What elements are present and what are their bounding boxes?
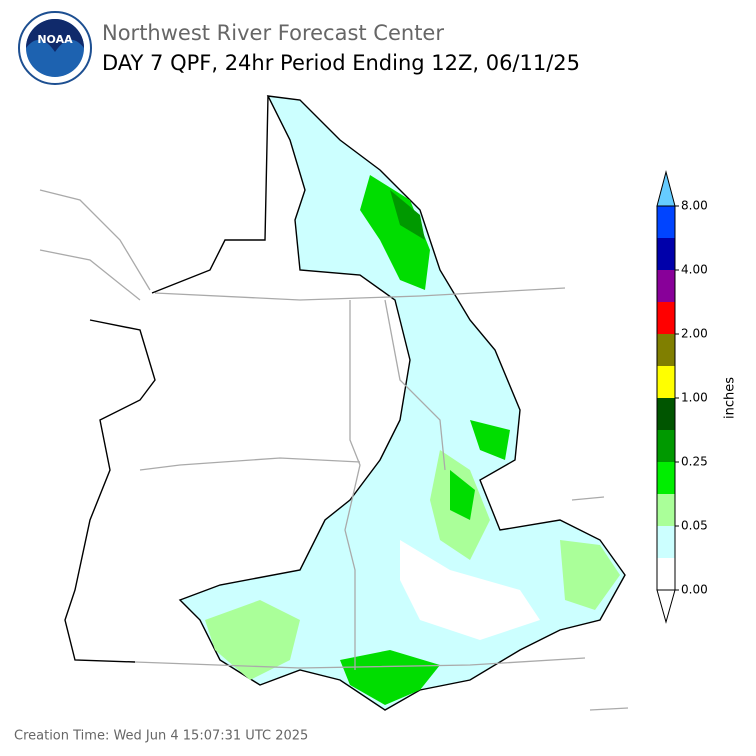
- colorbar-segment: [657, 526, 675, 558]
- colorbar-segment: [657, 494, 675, 526]
- colorbar-segment: [657, 398, 675, 430]
- subtitle: DAY 7 QPF, 24hr Period Ending 12Z, 06/11…: [102, 51, 580, 75]
- colorbar-segment: [657, 558, 675, 590]
- colorbar-extend: [656, 589, 676, 624]
- map: [39, 95, 629, 711]
- title: Northwest River Forecast Center: [102, 21, 444, 45]
- svg-text:NOAA: NOAA: [37, 33, 73, 46]
- noaa-logo: NOAA: [18, 11, 92, 85]
- colorbar-segment: [657, 206, 675, 238]
- creation-time: Creation Time: Wed Jun 4 15:07:31 UTC 20…: [14, 729, 308, 744]
- colorbar-segment: [657, 238, 675, 270]
- colorbar-segment: [657, 334, 675, 366]
- colorbar-tick-label: 0.00: [681, 583, 708, 597]
- colorbar-label: inches: [723, 377, 738, 419]
- colorbar-tick-label: 0.05: [681, 519, 708, 533]
- colorbar-segment: [657, 270, 675, 302]
- colorbar-segment: [657, 462, 675, 494]
- colorbar-tick-label: 2.00: [681, 327, 708, 341]
- colorbar-segment: [657, 302, 675, 334]
- colorbar-segment: [657, 430, 675, 462]
- colorbar-segment: [657, 366, 675, 398]
- colorbar-tick-label: 1.00: [681, 391, 708, 405]
- colorbar-extend: [656, 170, 676, 207]
- colorbar-tick-label: 0.25: [681, 455, 708, 469]
- colorbar: 0.00 0.05 0.25 1.00 2.00 4.00 8.00: [656, 170, 708, 624]
- colorbar-tick-label: 4.00: [681, 263, 708, 277]
- colorbar-tick-label: 8.00: [681, 199, 708, 213]
